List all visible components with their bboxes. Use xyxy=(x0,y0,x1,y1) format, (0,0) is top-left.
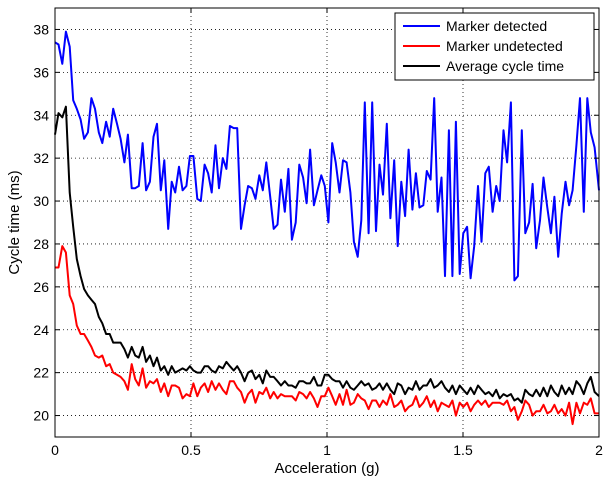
legend-label-average-cycle-time: Average cycle time xyxy=(446,58,564,74)
x-tick-label-2: 2 xyxy=(595,442,603,458)
tick-labels: 0 0.5 1 1.5 2 20 22 24 26 28 30 32 34 36 38 xyxy=(33,21,603,458)
ticks xyxy=(54,8,600,437)
legend-label-marker-undetected: Marker undetected xyxy=(446,38,563,54)
x-tick-label-1-5: 1.5 xyxy=(453,442,473,458)
y-tick-label-30: 30 xyxy=(33,193,49,209)
y-tick-label-32: 32 xyxy=(33,150,49,166)
y-tick-label-22: 22 xyxy=(33,365,49,381)
x-tick-label-0-5: 0.5 xyxy=(181,442,201,458)
y-tick-label-28: 28 xyxy=(33,236,49,252)
y-tick-label-34: 34 xyxy=(33,107,49,123)
series-line-marker-detected xyxy=(54,30,600,282)
y-tick-label-24: 24 xyxy=(33,322,49,338)
x-axis-label: Acceleration (g) xyxy=(274,460,379,477)
x-tick-label-1: 1 xyxy=(323,442,331,458)
series-layer xyxy=(54,30,600,426)
series-line-marker-undetected xyxy=(55,245,599,426)
y-axis-label: Cycle time (ms) xyxy=(6,170,23,274)
y-tick-label-20: 20 xyxy=(33,408,49,424)
x-tick-label-0: 0 xyxy=(51,442,59,458)
y-tick-label-36: 36 xyxy=(33,64,49,80)
y-tick-label-26: 26 xyxy=(33,279,49,295)
legend-label-marker-detected: Marker detected xyxy=(446,18,547,34)
y-tick-label-38: 38 xyxy=(33,21,49,37)
series-line-average-cycle-time xyxy=(54,105,600,404)
legend: Marker detected Marker undetected Averag… xyxy=(394,12,595,81)
grid xyxy=(55,8,599,437)
